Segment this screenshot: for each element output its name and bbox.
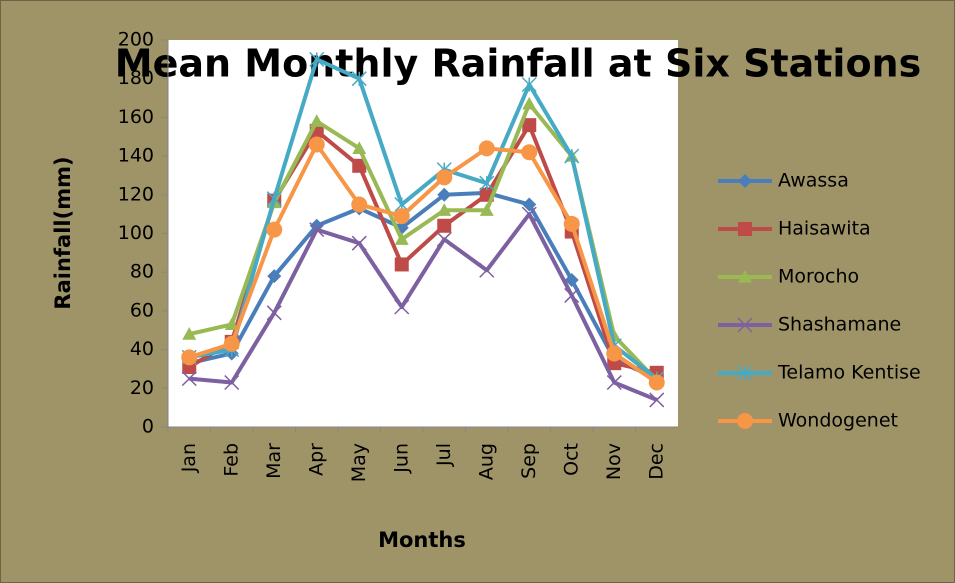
- y-tick-label: 200: [118, 29, 154, 51]
- legend-label: Haisawita: [778, 218, 871, 240]
- marker: [309, 51, 325, 67]
- x-tick-label: Jun: [390, 443, 412, 474]
- marker: [737, 365, 753, 381]
- marker: [351, 71, 367, 87]
- legend-label: Awassa: [778, 170, 849, 192]
- x-axis-label: Months: [378, 528, 466, 552]
- y-tick-label: 120: [118, 183, 154, 205]
- y-tick-label: 100: [118, 222, 154, 244]
- marker: [606, 374, 622, 391]
- marker: [437, 203, 452, 216]
- x-tick-label: Dec: [645, 443, 667, 480]
- x-tick-label: Jul: [433, 443, 455, 467]
- marker: [738, 270, 752, 283]
- y-tick-label: 80: [130, 261, 154, 283]
- marker: [737, 413, 753, 429]
- marker: [564, 148, 580, 164]
- marker: [266, 191, 282, 207]
- legend-label: Morocho: [778, 266, 859, 288]
- marker: [436, 169, 453, 186]
- marker: [352, 158, 367, 173]
- marker: [394, 299, 410, 315]
- marker: [564, 287, 580, 303]
- marker: [394, 232, 409, 245]
- y-tick-label: 40: [130, 338, 154, 360]
- x-tick-label: Jan: [178, 443, 200, 473]
- series-line: [188, 142, 658, 385]
- y-tick-label: 0: [142, 416, 154, 438]
- marker: [224, 374, 240, 391]
- marker: [309, 222, 325, 238]
- marker: [522, 118, 537, 133]
- plot-area: [168, 40, 678, 427]
- y-tick-label: 60: [130, 299, 154, 321]
- marker: [266, 305, 282, 321]
- marker: [521, 76, 537, 93]
- marker: [266, 221, 283, 238]
- marker: [351, 196, 368, 213]
- marker: [478, 140, 495, 157]
- marker: [224, 317, 239, 331]
- marker: [738, 222, 752, 236]
- marker: [521, 144, 538, 161]
- marker: [479, 175, 495, 191]
- marker: [267, 269, 282, 284]
- marker: [437, 187, 452, 202]
- marker: [437, 218, 452, 233]
- marker: [649, 392, 665, 408]
- series-line: [189, 212, 658, 402]
- x-tick-label: Sep: [518, 443, 540, 479]
- x-tick-label: Mar: [263, 443, 285, 479]
- marker: [394, 257, 409, 272]
- marker: [182, 327, 197, 340]
- legend-label: Shashamane: [778, 314, 901, 336]
- marker: [436, 231, 452, 247]
- y-axis-label: Rainfall(mm): [51, 156, 75, 309]
- marker: [351, 235, 367, 251]
- y-tick-label: 180: [118, 67, 154, 89]
- marker: [309, 114, 324, 127]
- x-tick-label: Apr: [305, 443, 327, 476]
- legend-label: Wondogenet: [778, 410, 898, 432]
- marker: [563, 215, 580, 232]
- marker: [737, 317, 753, 333]
- marker: [181, 349, 198, 366]
- marker: [738, 174, 752, 188]
- y-tick-label: 20: [130, 377, 154, 399]
- marker: [308, 136, 325, 153]
- legend-label: Telamo Kentise: [777, 362, 921, 384]
- x-tick-label: May: [348, 443, 370, 482]
- marker: [479, 262, 495, 278]
- chart-title: Mean Monthly Rainfall at Six Stations: [115, 42, 921, 86]
- marker: [393, 208, 410, 225]
- marker: [648, 374, 665, 391]
- marker: [352, 141, 367, 154]
- x-tick-label: Aug: [475, 443, 497, 480]
- marker: [564, 272, 579, 287]
- y-tick-label: 140: [118, 145, 154, 167]
- x-tick-label: Nov: [603, 443, 625, 480]
- y-tick-label: 160: [118, 106, 154, 128]
- marker: [522, 96, 537, 110]
- marker: [181, 371, 197, 387]
- x-tick-label: Oct: [560, 443, 582, 476]
- marker: [521, 206, 537, 222]
- marker: [223, 335, 240, 352]
- marker: [522, 197, 537, 212]
- series-line: [188, 190, 658, 381]
- marker: [479, 203, 494, 216]
- series-line: [188, 57, 658, 381]
- x-tick-label: Feb: [220, 443, 242, 477]
- marker: [606, 345, 623, 362]
